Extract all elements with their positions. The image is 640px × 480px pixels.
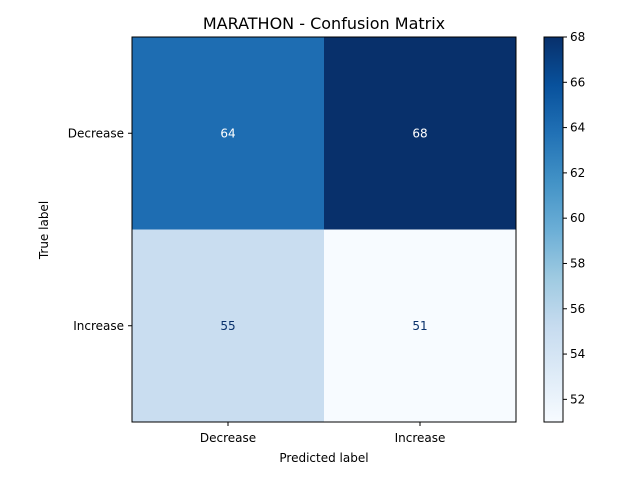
- x-tick-label: Decrease: [200, 431, 256, 445]
- matrix-cell: [132, 37, 324, 230]
- x-tick-label: Increase: [395, 431, 446, 445]
- matrix-cells: 64 68 55 51: [132, 37, 516, 422]
- colorbar-ticks: 52 54 56 58 60 62 64 66 68: [563, 30, 585, 406]
- chart-title: MARATHON - Confusion Matrix: [203, 14, 445, 33]
- colorbar-tick-label: 68: [570, 30, 585, 44]
- matrix-cell: [324, 229, 516, 422]
- cell-value-label: 68: [412, 126, 427, 140]
- colorbar-tick-label: 64: [570, 121, 585, 135]
- y-axis-label: True label: [37, 201, 51, 260]
- colorbar-tick-label: 62: [570, 166, 585, 180]
- matrix-frame: [131, 36, 517, 423]
- colorbar-tick-label: 66: [570, 75, 585, 89]
- y-tick-label: Increase: [73, 319, 124, 333]
- y-tick-label: Decrease: [68, 126, 124, 140]
- x-axis-label: Predicted label: [279, 451, 368, 465]
- colorbar-tick-label: 58: [570, 256, 585, 270]
- cell-value-label: 64: [220, 126, 235, 140]
- colorbar: [543, 36, 564, 423]
- cell-value-label: 51: [412, 319, 427, 333]
- matrix-cell: [324, 37, 516, 230]
- colorbar-tick-label: 56: [570, 302, 585, 316]
- colorbar-tick-label: 60: [570, 211, 585, 225]
- colorbar-tick-label: 54: [570, 347, 585, 361]
- x-axis-ticks: Decrease Increase: [200, 422, 446, 445]
- matrix-cell: [132, 229, 324, 422]
- y-axis-ticks: Decrease Increase: [68, 126, 132, 333]
- cell-value-label: 55: [220, 319, 235, 333]
- colorbar-tick-label: 52: [570, 392, 585, 406]
